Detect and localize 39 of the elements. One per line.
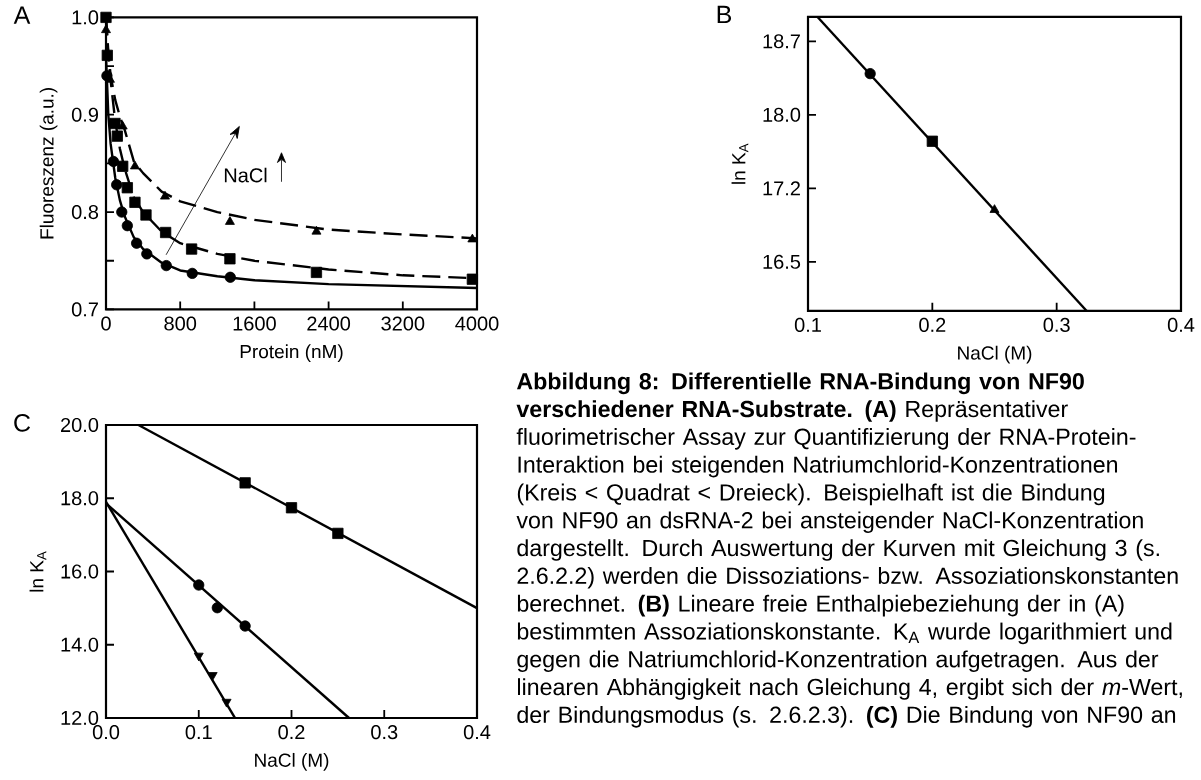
y-tick-label: 16.0 xyxy=(61,564,99,579)
x-tick-label: 1600 xyxy=(233,316,276,331)
x-tick-label: 800 xyxy=(164,316,197,331)
y-tick-label: 18.7 xyxy=(763,34,800,49)
y-axis-title: Fluoreszenz (a.u.) xyxy=(39,88,58,239)
x-tick-label: 0.4 xyxy=(1167,317,1195,333)
x-tick-label: 0.1 xyxy=(794,317,821,333)
chart-title: A xyxy=(13,6,31,24)
y-tick-label: 16.5 xyxy=(763,254,801,269)
chart-title: C xyxy=(14,414,31,432)
x-tick-label: 0.0 xyxy=(92,725,120,740)
x-axis-title: Protein (nM) xyxy=(240,344,343,363)
x-tick-label: 2400 xyxy=(307,316,351,331)
y-tick-label: 17.2 xyxy=(763,181,800,196)
x-tick-label: 0.1 xyxy=(185,725,212,740)
y-axis-title: ln K$_{A}$ xyxy=(29,551,47,592)
x-tick-label: 4000 xyxy=(455,316,499,331)
y-tick-label: 14.0 xyxy=(61,637,99,652)
x-tick-label: 0 xyxy=(101,316,111,331)
y-axis-title: ln K$_{A}$ xyxy=(731,143,749,184)
y-tick-label: 0.8 xyxy=(71,204,99,220)
y-tick-label: 18.0 xyxy=(61,491,99,506)
y-tick-label: 20.0 xyxy=(61,417,99,433)
x-tick-label: 0.4 xyxy=(463,725,491,740)
y-tick-label: 0.9 xyxy=(71,107,99,122)
y-tick-label: 12.0 xyxy=(61,710,99,726)
x-axis-title: NaCl (M) xyxy=(958,345,1032,364)
x-tick-label: 0.2 xyxy=(919,317,946,333)
y-tick-label: 1.0 xyxy=(72,10,99,25)
y-tick-label: 18.0 xyxy=(763,107,801,122)
chart-title: B xyxy=(717,5,732,24)
annotation: NaCl xyxy=(224,167,267,183)
x-tick-label: 0.2 xyxy=(278,725,305,740)
text: Abbildung 8: Differentielle RNA-Bindung von NF90 verschiedener RNA-Substrate. (A) Repräsentativer fluorimetrischer Assay zur Quantifizierung der RNA-Protein-Interaktion bei steigenden Natriumchlorid-Konzentrationen (Kreis < Quadrat < Dreieck). Beispielhaft ist die Bindung von NF90 an dsRNA-2 bei ansteigender NaCl-Konzentration dargestellt. Durch Auswertung der Kurven mit Gleichung 3 (s. 2.6.2.2) werden die Dissoziations- bzw. Assoziationskonstanten berechnet. (B) Lineare freie Enthalpiebeziehung der in (A) bestimmten Assoziationskonstante. K$_{A}$ wurde logarithmiert und gegen die Natriumchlorid-Konzentration aufgetragen. Aus der linearen Abhängigkeit nach Gleichung 4, ergibt sich der m-Wert, der Bindungsmodus (s. 2.6.2.3). (C) Die Bindung von NF90 an xyxy=(516,372,1182,728)
x-tick-label: 0.3 xyxy=(371,725,398,740)
x-tick-label: 0.3 xyxy=(1043,317,1070,333)
x-axis-title: NaCl (M) xyxy=(255,752,329,771)
x-tick-label: 3200 xyxy=(381,316,425,331)
y-tick-label: 0.7 xyxy=(71,302,98,317)
